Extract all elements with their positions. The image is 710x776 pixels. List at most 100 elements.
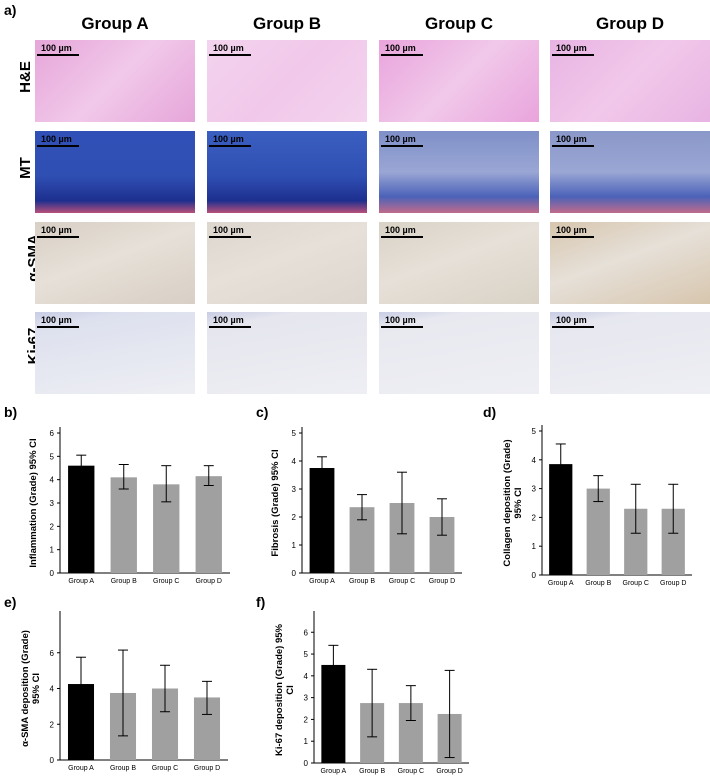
- scale-bar: [552, 145, 594, 147]
- x-tick-label: Group B: [349, 578, 375, 585]
- scale-bar-label: 100 µm: [385, 225, 416, 235]
- y-tick-label: 0: [50, 569, 55, 578]
- x-tick-label: Group D: [194, 765, 220, 772]
- x-tick-label: Group D: [196, 578, 222, 585]
- micrograph-sma-3: 100 µm: [379, 222, 539, 304]
- scale-bar: [209, 145, 251, 147]
- y-tick-label: 5: [304, 650, 309, 659]
- x-tick-label: Group B: [585, 580, 611, 587]
- x-tick-label: Group C: [623, 580, 649, 587]
- scale-bar: [381, 145, 423, 147]
- bar-group-b: [110, 477, 137, 573]
- micrograph-he-1: 100 µm: [35, 40, 195, 122]
- micrograph-sma-4: 100 µm: [550, 222, 710, 304]
- micrograph-mt-1: 100 µm: [35, 131, 195, 213]
- chart-alpha-sma: 0 2 4 6 Group A Group B Group C Group D α-SMA de…: [20, 611, 228, 772]
- y-axis-label: Collagen deposition (Grade): [502, 439, 513, 566]
- micrograph-he-3: 100 µm: [379, 40, 539, 122]
- y-tick-label: 3: [50, 499, 55, 508]
- y-axis-label: Inflammation (Grade) 95% CI: [28, 438, 39, 567]
- y-tick-label: 3: [532, 485, 537, 494]
- y-tick-label: 6: [304, 628, 309, 637]
- bar-group-d: [195, 476, 222, 573]
- bar-group-a: [549, 464, 573, 575]
- scale-bar: [37, 236, 79, 238]
- panel-a-label: a): [4, 2, 17, 18]
- y-tick-label: 2: [304, 715, 309, 724]
- x-tick-label: Group C: [389, 578, 415, 585]
- y-axis-label: CI: [285, 685, 296, 695]
- y-tick-label: 0: [304, 759, 309, 768]
- x-tick-label: Group B: [359, 768, 385, 775]
- column-header-group-a: Group A: [81, 14, 149, 33]
- micrograph-mt-2: 100 µm: [207, 131, 367, 213]
- chart-inflammation: 0 1 2 3 4 5 6 Group A Group B Group C Group D Infla…: [28, 427, 230, 585]
- y-tick-label: 1: [292, 541, 297, 550]
- y-tick-label: 1: [532, 542, 537, 551]
- y-tick-label: 0: [532, 571, 537, 580]
- y-tick-label: 3: [304, 694, 309, 703]
- chart-ki67: 0 1 2 3 4 5 6 Group A Group B Group C Group D Ki-67…: [274, 611, 469, 775]
- scale-bar-label: 100 µm: [385, 134, 416, 144]
- micrograph-ki67-4: 100 µm: [550, 312, 710, 394]
- y-tick-label: 2: [50, 720, 55, 729]
- x-tick-label: Group C: [153, 578, 179, 585]
- micrograph-ki67-3: 100 µm: [379, 312, 539, 394]
- scale-bar-label: 100 µm: [556, 315, 587, 325]
- chart-collagen: 0 1 2 3 4 5 Group A Group B Group C Group D Collag…: [502, 425, 692, 587]
- chart-fibrosis: 0 1 2 3 4 5 Group A Group B Group C Group D Fibros…: [270, 427, 462, 585]
- scale-bar: [209, 326, 251, 328]
- scale-bar: [381, 236, 423, 238]
- micrograph-ki67-2: 100 µm: [207, 312, 367, 394]
- scale-bar: [37, 326, 79, 328]
- y-axis-label: α-SMA deposition (Grade): [20, 630, 31, 747]
- y-tick-label: 4: [50, 685, 55, 694]
- y-tick-label: 4: [292, 457, 297, 466]
- panel-d-label: d): [483, 404, 497, 420]
- y-tick-label: 1: [304, 737, 309, 746]
- y-tick-label: 6: [50, 429, 55, 438]
- x-tick-label: Group A: [68, 578, 94, 585]
- x-tick-label: Group B: [110, 765, 136, 772]
- micrograph-sma-1: 100 µm: [35, 222, 195, 304]
- micrograph-mt-4: 100 µm: [550, 131, 710, 213]
- y-axis-label: 95% CI: [31, 673, 42, 704]
- scale-bar-label: 100 µm: [213, 43, 244, 53]
- x-tick-label: Group C: [152, 765, 178, 772]
- x-tick-label: Group A: [68, 765, 94, 772]
- y-tick-label: 2: [50, 522, 55, 531]
- panel-f-label: f): [256, 594, 266, 610]
- y-tick-label: 0: [50, 756, 55, 765]
- scale-bar-label: 100 µm: [556, 43, 587, 53]
- micrograph-sma-2: 100 µm: [207, 222, 367, 304]
- bar-group-a: [309, 468, 335, 573]
- y-axis-label: 95% CI: [513, 487, 524, 518]
- y-tick-label: 2: [532, 513, 537, 522]
- scale-bar-label: 100 µm: [41, 43, 72, 53]
- panel-c-label: c): [256, 404, 269, 420]
- y-tick-label: 6: [50, 649, 55, 658]
- scale-bar: [209, 54, 251, 56]
- scale-bar: [37, 54, 79, 56]
- y-axis-label: Ki-67 deposition (Grade) 95%: [274, 623, 285, 756]
- y-tick-label: 4: [532, 456, 537, 465]
- scale-bar: [552, 236, 594, 238]
- x-tick-label: Group D: [429, 578, 455, 585]
- x-tick-label: Group D: [436, 768, 462, 775]
- bar-group-d: [661, 508, 685, 575]
- scale-bar: [552, 54, 594, 56]
- y-tick-label: 1: [50, 546, 55, 555]
- x-tick-label: Group B: [111, 578, 137, 585]
- scale-bar: [552, 326, 594, 328]
- scale-bar-label: 100 µm: [41, 225, 72, 235]
- scale-bar-label: 100 µm: [213, 315, 244, 325]
- y-tick-label: 4: [304, 672, 309, 681]
- bar-group-a: [68, 465, 95, 573]
- scale-bar-label: 100 µm: [385, 43, 416, 53]
- x-tick-label: Group A: [321, 768, 347, 775]
- column-header-group-d: Group D: [596, 14, 664, 33]
- y-tick-label: 5: [292, 429, 297, 438]
- y-tick-label: 4: [50, 476, 55, 485]
- scale-bar-label: 100 µm: [213, 225, 244, 235]
- scale-bar: [381, 326, 423, 328]
